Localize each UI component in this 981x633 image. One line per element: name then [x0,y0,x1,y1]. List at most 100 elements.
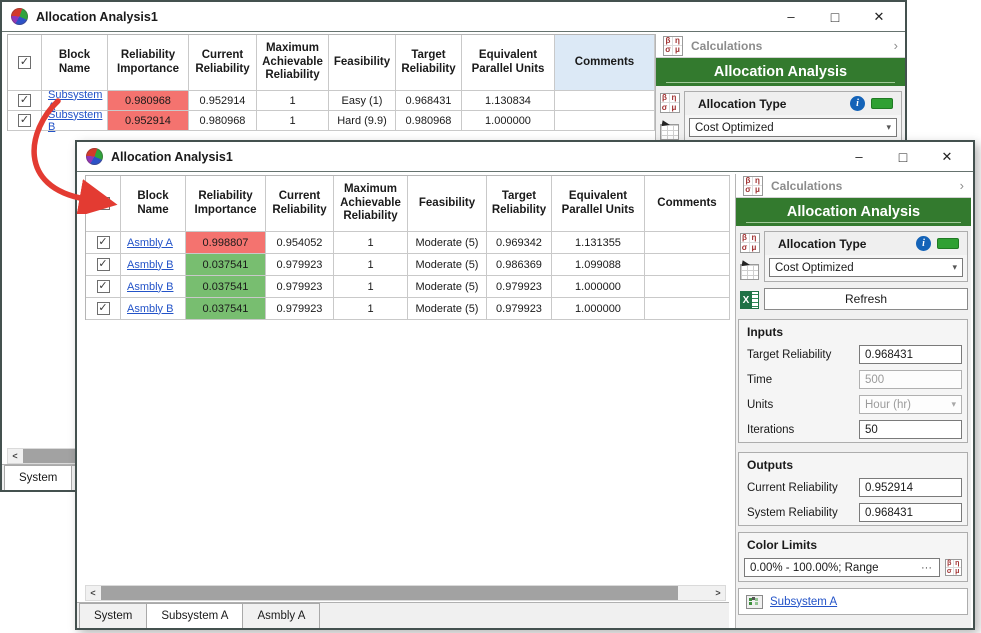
tab-system[interactable]: System [79,603,148,628]
row-checkbox[interactable]: ✓ [96,279,110,293]
row-checkbox[interactable]: ✓ [96,236,110,249]
color-limits-field[interactable]: 0.00% - 100.00%; Range ··· [744,558,940,577]
dropdown-arrow-icon: ▾ [951,399,956,409]
col-header-max-achievable[interactable]: Maximum Achievable Reliability [334,176,408,232]
comments-cell[interactable] [645,298,730,320]
col-header-block-name[interactable]: Block Name [42,35,108,91]
table-icon[interactable] [660,124,679,140]
pie-chart-icon [86,148,103,165]
info-icon[interactable]: i [916,236,931,251]
comments-cell[interactable] [645,254,730,276]
col-header-reliability-importance[interactable]: Reliability Importance [186,176,266,232]
minimize-button[interactable]: – [855,149,863,164]
comments-cell[interactable] [555,91,655,111]
block-name-cell: Asmbly B [121,276,186,298]
col-header-equivalent-parallel-units[interactable]: Equivalent Parallel Units [462,35,555,91]
ellipsis-button[interactable]: ··· [921,561,932,574]
col-header-comments[interactable]: Comments [555,35,655,91]
check-icon: ✓ [98,279,108,292]
col-header-comments[interactable]: Comments [645,176,730,232]
row-checkbox[interactable]: ✓ [96,258,110,271]
tab-system[interactable]: System [4,465,73,490]
comments-cell[interactable] [555,111,655,131]
importance-cell: 0.980968 [108,91,189,111]
table-icon[interactable] [740,264,759,280]
tab-subsystem-a[interactable]: Subsystem A [146,603,244,628]
col-header-feasibility[interactable]: Feasibility [329,35,396,91]
allocation-table: ✓ Block Name Reliability Importance Curr… [85,175,730,320]
tab-asmbly-a[interactable]: Asmbly A [242,603,321,628]
col-header-target-reliability[interactable]: Target Reliability [487,176,552,232]
status-chip [871,98,893,109]
scroll-right-icon[interactable]: > [715,588,721,598]
target-reliability-label: Target Reliability [747,348,832,361]
subsystem-link[interactable]: Subsystem A [770,595,838,608]
feasibility-cell: Moderate (5) [408,254,487,276]
block-name-cell: Asmbly B [121,298,186,320]
row-checkbox[interactable]: ✓ [18,114,31,127]
iterations-input[interactable]: 50 [859,420,962,439]
allocation-type-label: Allocation Type [698,96,787,111]
select-all-checkbox[interactable]: ✓ [96,197,110,210]
comments-cell[interactable] [645,276,730,298]
units-label: Units [747,398,774,411]
close-button[interactable]: ✕ [873,8,885,24]
block-diagram-icon [746,594,763,609]
col-header-reliability-importance[interactable]: Reliability Importance [108,35,189,91]
allocation-type-select[interactable]: Cost Optimized ▾ [769,258,963,277]
allocation-type-group: Allocation Type i Cost Optimized ▾ [764,231,968,282]
block-link[interactable]: Asmbly A [127,236,173,249]
allocation-table: ✓ Block Name Reliability Importance Curr… [7,34,655,133]
time-label: Time [747,373,773,386]
col-header-current-reliability[interactable]: Current Reliability [189,35,257,91]
excel-export-icon[interactable]: X [740,291,759,309]
sheet-tabs: System Subsystem A Asmbly A [77,602,729,628]
horizontal-scrollbar[interactable]: < > [85,585,726,601]
info-icon[interactable]: i [850,96,865,111]
col-header-equivalent-parallel-units[interactable]: Equivalent Parallel Units [552,176,645,232]
row-checkbox[interactable]: ✓ [18,94,31,107]
calculations-label: Calculations [691,38,763,53]
scroll-left-icon[interactable]: < [12,451,18,461]
block-link[interactable]: Asmbly B [127,302,174,315]
feasibility-cell: Moderate (5) [408,276,487,298]
comments-cell[interactable] [645,232,730,254]
block-link[interactable]: Asmbly B [127,280,174,293]
scroll-left-icon[interactable]: < [90,588,96,598]
select-all-checkbox[interactable]: ✓ [18,56,31,69]
max-achievable-cell: 1 [334,298,408,320]
equivalent-parallel-cell: 1.131355 [552,232,645,254]
block-link[interactable]: Asmbly B [127,258,174,271]
max-achievable-cell: 1 [334,276,408,298]
col-header-target-reliability[interactable]: Target Reliability [396,35,462,91]
maximize-button[interactable]: □ [898,148,908,165]
row-checkbox-cell: ✓ [8,91,42,111]
row-checkbox[interactable]: ✓ [96,302,110,315]
col-header-block-name[interactable]: Block Name [121,176,186,232]
refresh-button[interactable]: Refresh [764,288,968,310]
col-header-feasibility[interactable]: Feasibility [408,176,487,232]
maximize-button[interactable]: □ [830,8,840,25]
titlebar[interactable]: Allocation Analysis1 – □ ✕ [2,2,905,32]
minimize-button[interactable]: – [787,9,795,24]
scrollbar-thumb[interactable] [101,586,678,600]
dropdown-arrow-icon: ▾ [886,122,891,132]
inputs-group: Inputs Target Reliability 0.968431 Time … [738,319,968,443]
target-reliability-input[interactable]: 0.968431 [859,345,962,364]
block-link[interactable]: Subsystem B [48,108,103,133]
close-button[interactable]: ✕ [941,148,953,164]
select-all-cell: ✓ [8,35,42,91]
col-header-max-achievable[interactable]: Maximum Achievable Reliability [257,35,329,91]
allocation-type-select[interactable]: Cost Optimized ▾ [689,118,897,137]
block-name-cell: Asmbly B [121,254,186,276]
titlebar[interactable]: Allocation Analysis1 – □ ✕ [77,142,973,172]
col-header-current-reliability[interactable]: Current Reliability [266,176,334,232]
feasibility-cell: Easy (1) [329,91,396,111]
time-input: 500 [859,370,962,389]
